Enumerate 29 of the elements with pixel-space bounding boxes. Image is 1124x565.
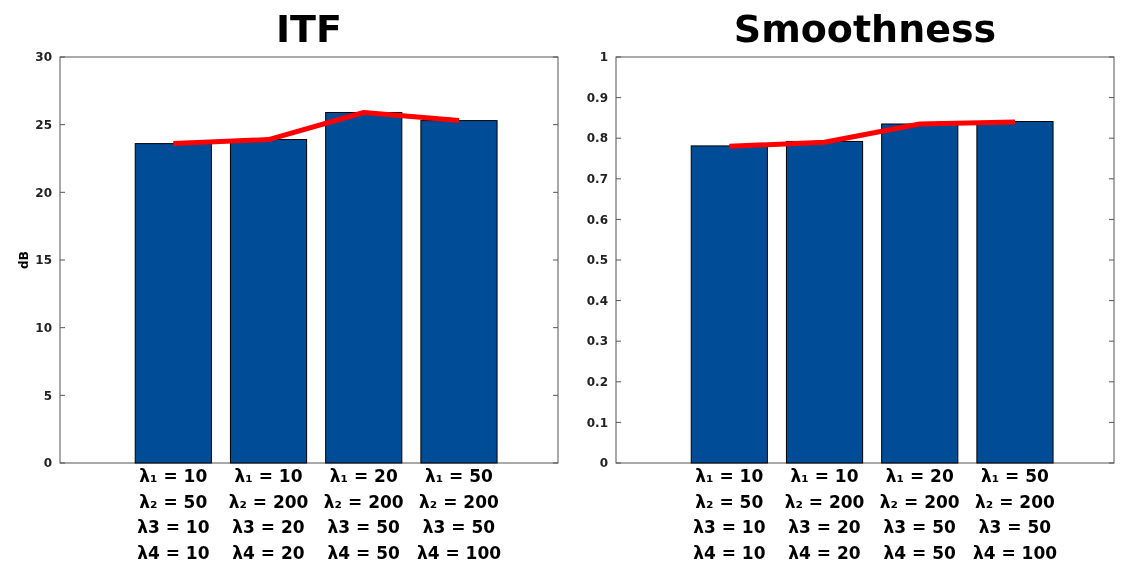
y-tick-label: 1: [599, 50, 608, 65]
y-tick-label: 0.6: [586, 212, 608, 227]
y-tick-label: 0.5: [586, 253, 608, 268]
y-tick-label: 0.3: [586, 334, 608, 349]
x-tick-label: λ₁ = 10 λ₂ = 200 λ3 = 20 λ4 = 20: [784, 466, 865, 563]
x-tick-label: λ₁ = 50 λ₂ = 200 λ3 = 50 λ4 = 100: [972, 466, 1058, 563]
y-tick-label: 15: [35, 253, 52, 268]
chart-title: Smoothness: [733, 7, 997, 51]
y-tick-label: 0: [43, 456, 52, 471]
y-tick-label: 0.8: [586, 131, 608, 146]
x-tick-label: λ₁ = 20 λ₂ = 200 λ3 = 50 λ4 = 50: [879, 466, 960, 563]
y-tick-label: 25: [35, 117, 52, 132]
y-tick-label: 0.4: [586, 293, 608, 308]
y-tick-label: 20: [35, 185, 52, 200]
x-tick-label: λ₁ = 10 λ₂ = 200 λ3 = 20 λ4 = 20: [228, 466, 309, 563]
y-axis-title: dB: [17, 251, 31, 269]
y-tick-label: 0.9: [586, 90, 608, 105]
x-tick-label: λ₁ = 20 λ₂ = 200 λ3 = 50 λ4 = 50: [323, 466, 404, 563]
x-tick-label: λ₁ = 10 λ₂ = 50 λ3 = 10 λ4 = 10: [137, 466, 210, 563]
y-tick-label: 30: [35, 50, 52, 65]
y-tick-label: 10: [35, 320, 52, 335]
y-tick-label: 5: [43, 388, 52, 403]
x-tick-label: λ₁ = 10 λ₂ = 50 λ3 = 10 λ4 = 10: [693, 466, 766, 563]
y-tick-label: 0.2: [586, 375, 608, 389]
y-tick-label: 0.7: [586, 172, 608, 186]
chart-title: ITF: [275, 7, 343, 51]
y-tick-label: 0: [599, 456, 608, 471]
y-tick-label: 0.1: [586, 415, 608, 430]
x-tick-label: λ₁ = 50 λ₂ = 200 λ3 = 50 λ4 = 100: [416, 466, 502, 563]
